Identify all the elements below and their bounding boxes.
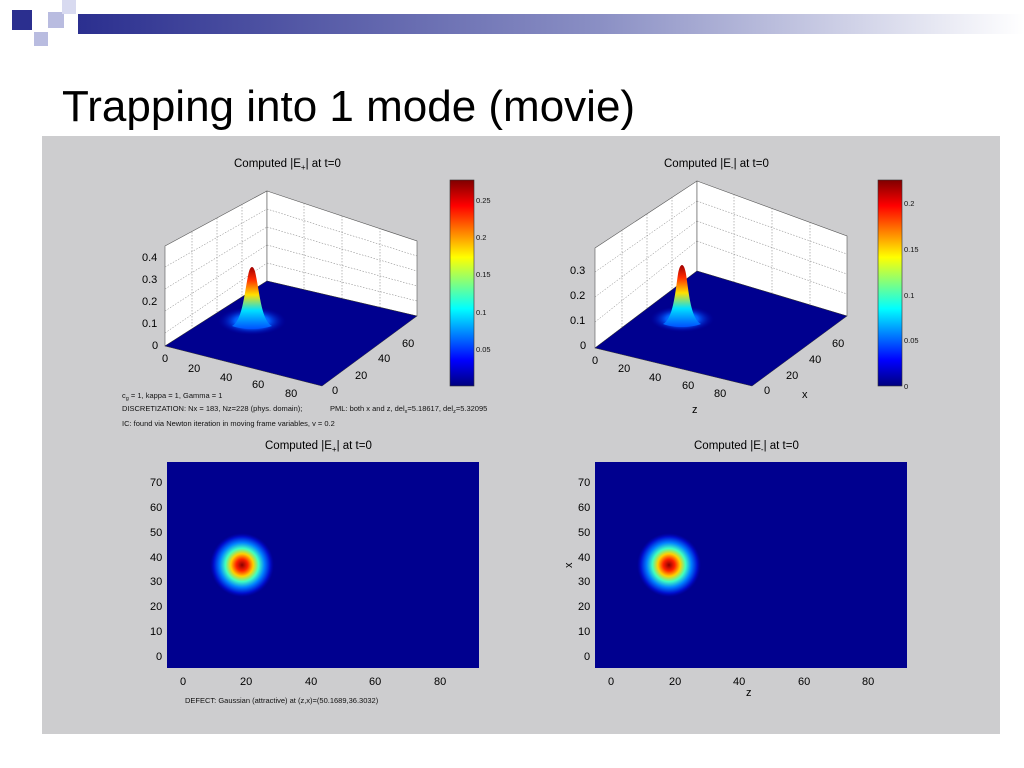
tick-label: 30 [578,576,590,588]
tick-label: 0 [152,340,158,352]
tick-label: 20 [786,370,798,382]
tick-label: 0.3 [570,265,585,277]
tick-label: 80 [434,676,446,688]
tick-label: 10 [150,626,162,638]
tick-label: 0.2 [476,233,486,242]
tick-label: 0.15 [476,270,491,279]
tick-label: 60 [369,676,381,688]
tick-label: 60 [682,380,694,392]
plot-2d-e-plus: Computed |E+| at t=0 70 60 50 40 30 20 1… [150,440,479,705]
tick-label: 0 [180,676,186,688]
tick-label: 40 [649,372,661,384]
tick-label: 60 [150,502,162,514]
tick-label: 20 [355,370,367,382]
slide-title: Trapping into 1 mode (movie) [62,82,636,131]
plot-3d-e-plus: Computed |E+| at t=0 0.4 0.3 0.2 [142,158,491,400]
tick-label: 0.2 [570,290,585,302]
tick-label: 0.05 [904,336,919,345]
plot-title-2d-e-minus: Computed |E-| at t=0 [694,440,799,454]
tick-label: 70 [578,477,590,489]
tick-label: 20 [150,601,162,613]
tick-label: cg = 1, kappa = 1, Gamma = 1 [122,391,222,402]
tick-label: 0 [162,353,168,365]
tick-label: PML: both x and z, delx=5.18617, delz=5.… [330,404,487,415]
tick-label: 20 [669,676,681,688]
tick-label: 0.1 [142,318,157,330]
tick-label: 60 [578,502,590,514]
tick-label: 0.4 [142,252,157,264]
parameters-text: cg = 1, kappa = 1, Gamma = 1 DISCRETIZAT… [122,391,487,428]
tick-label: 40 [733,676,745,688]
tick-label: 0 [592,355,598,367]
tick-label: 0.25 [476,196,491,205]
tick-label: 20 [240,676,252,688]
tick-label: 0.1 [904,291,914,300]
tick-label: 40 [220,372,232,384]
tick-label: 0.05 [476,345,491,354]
tick-label: 40 [578,552,590,564]
plot-3d-e-minus: Computed |E-| at t=0 0.3 0.2 0.1 0 0 20 … [570,158,919,416]
matlab-figure: Computed |E+| at t=0 0.4 0.3 0.2 [42,136,1000,734]
tick-label: 60 [252,379,264,391]
tick-label: 20 [618,363,630,375]
tick-label: 0 [584,651,590,663]
tick-label: 0.15 [904,245,919,254]
tick-label: 0 [156,651,162,663]
plot-title-3d-e-minus: Computed |E-| at t=0 [664,158,769,172]
tick-label: 20 [188,363,200,375]
tick-label: IC: found via Newton iteration in moving… [122,419,335,428]
tick-label: 0 [608,676,614,688]
tick-label: 50 [578,527,590,539]
colorbar-e-minus [877,179,903,387]
tick-label: 0.2 [142,296,157,308]
tick-label: 50 [150,527,162,539]
tick-label: 0.1 [476,308,486,317]
tick-label: 40 [305,676,317,688]
tick-label: 40 [809,354,821,366]
axis-label-x-3d: x [802,389,808,401]
tick-label: 60 [832,338,844,350]
tick-label: 0 [904,382,908,391]
title-decoration [12,0,1024,46]
tick-label: 0 [764,385,770,397]
tick-label: 30 [150,576,162,588]
colorbar-e-plus [449,179,475,387]
plot-title-2d-e-plus: Computed |E+| at t=0 [265,440,372,454]
tick-label: 0.3 [142,274,157,286]
tick-label: 0 [332,385,338,397]
tick-label: 60 [402,338,414,350]
axis-label-z-2d: z [746,687,752,699]
tick-label: DISCRETIZATION: Nx = 183, Nz=228 (phys. … [122,404,302,413]
tick-label: 60 [798,676,810,688]
tick-label: 40 [378,353,390,365]
axis-label-z-3d: z [692,404,698,416]
tick-label: 0.1 [570,315,585,327]
tick-label: 70 [150,477,162,489]
tick-label: 80 [714,388,726,400]
plot-title-3d-e-plus: Computed |E+| at t=0 [234,158,341,172]
tick-label: 80 [285,388,297,400]
axis-label-x-2d: x [563,562,575,568]
tick-label: 0 [580,340,586,352]
plot-2d-e-minus: Computed |E-| at t=0 70 60 50 40 30 20 1… [563,440,907,699]
defect-text: DEFECT: Gaussian (attractive) at (z,x)=(… [185,696,379,705]
tick-label: 10 [578,626,590,638]
tick-label: 20 [578,601,590,613]
figure-canvas: Computed |E+| at t=0 0.4 0.3 0.2 [122,158,919,705]
tick-label: 0.2 [904,199,914,208]
tick-label: 40 [150,552,162,564]
tick-label: 80 [862,676,874,688]
